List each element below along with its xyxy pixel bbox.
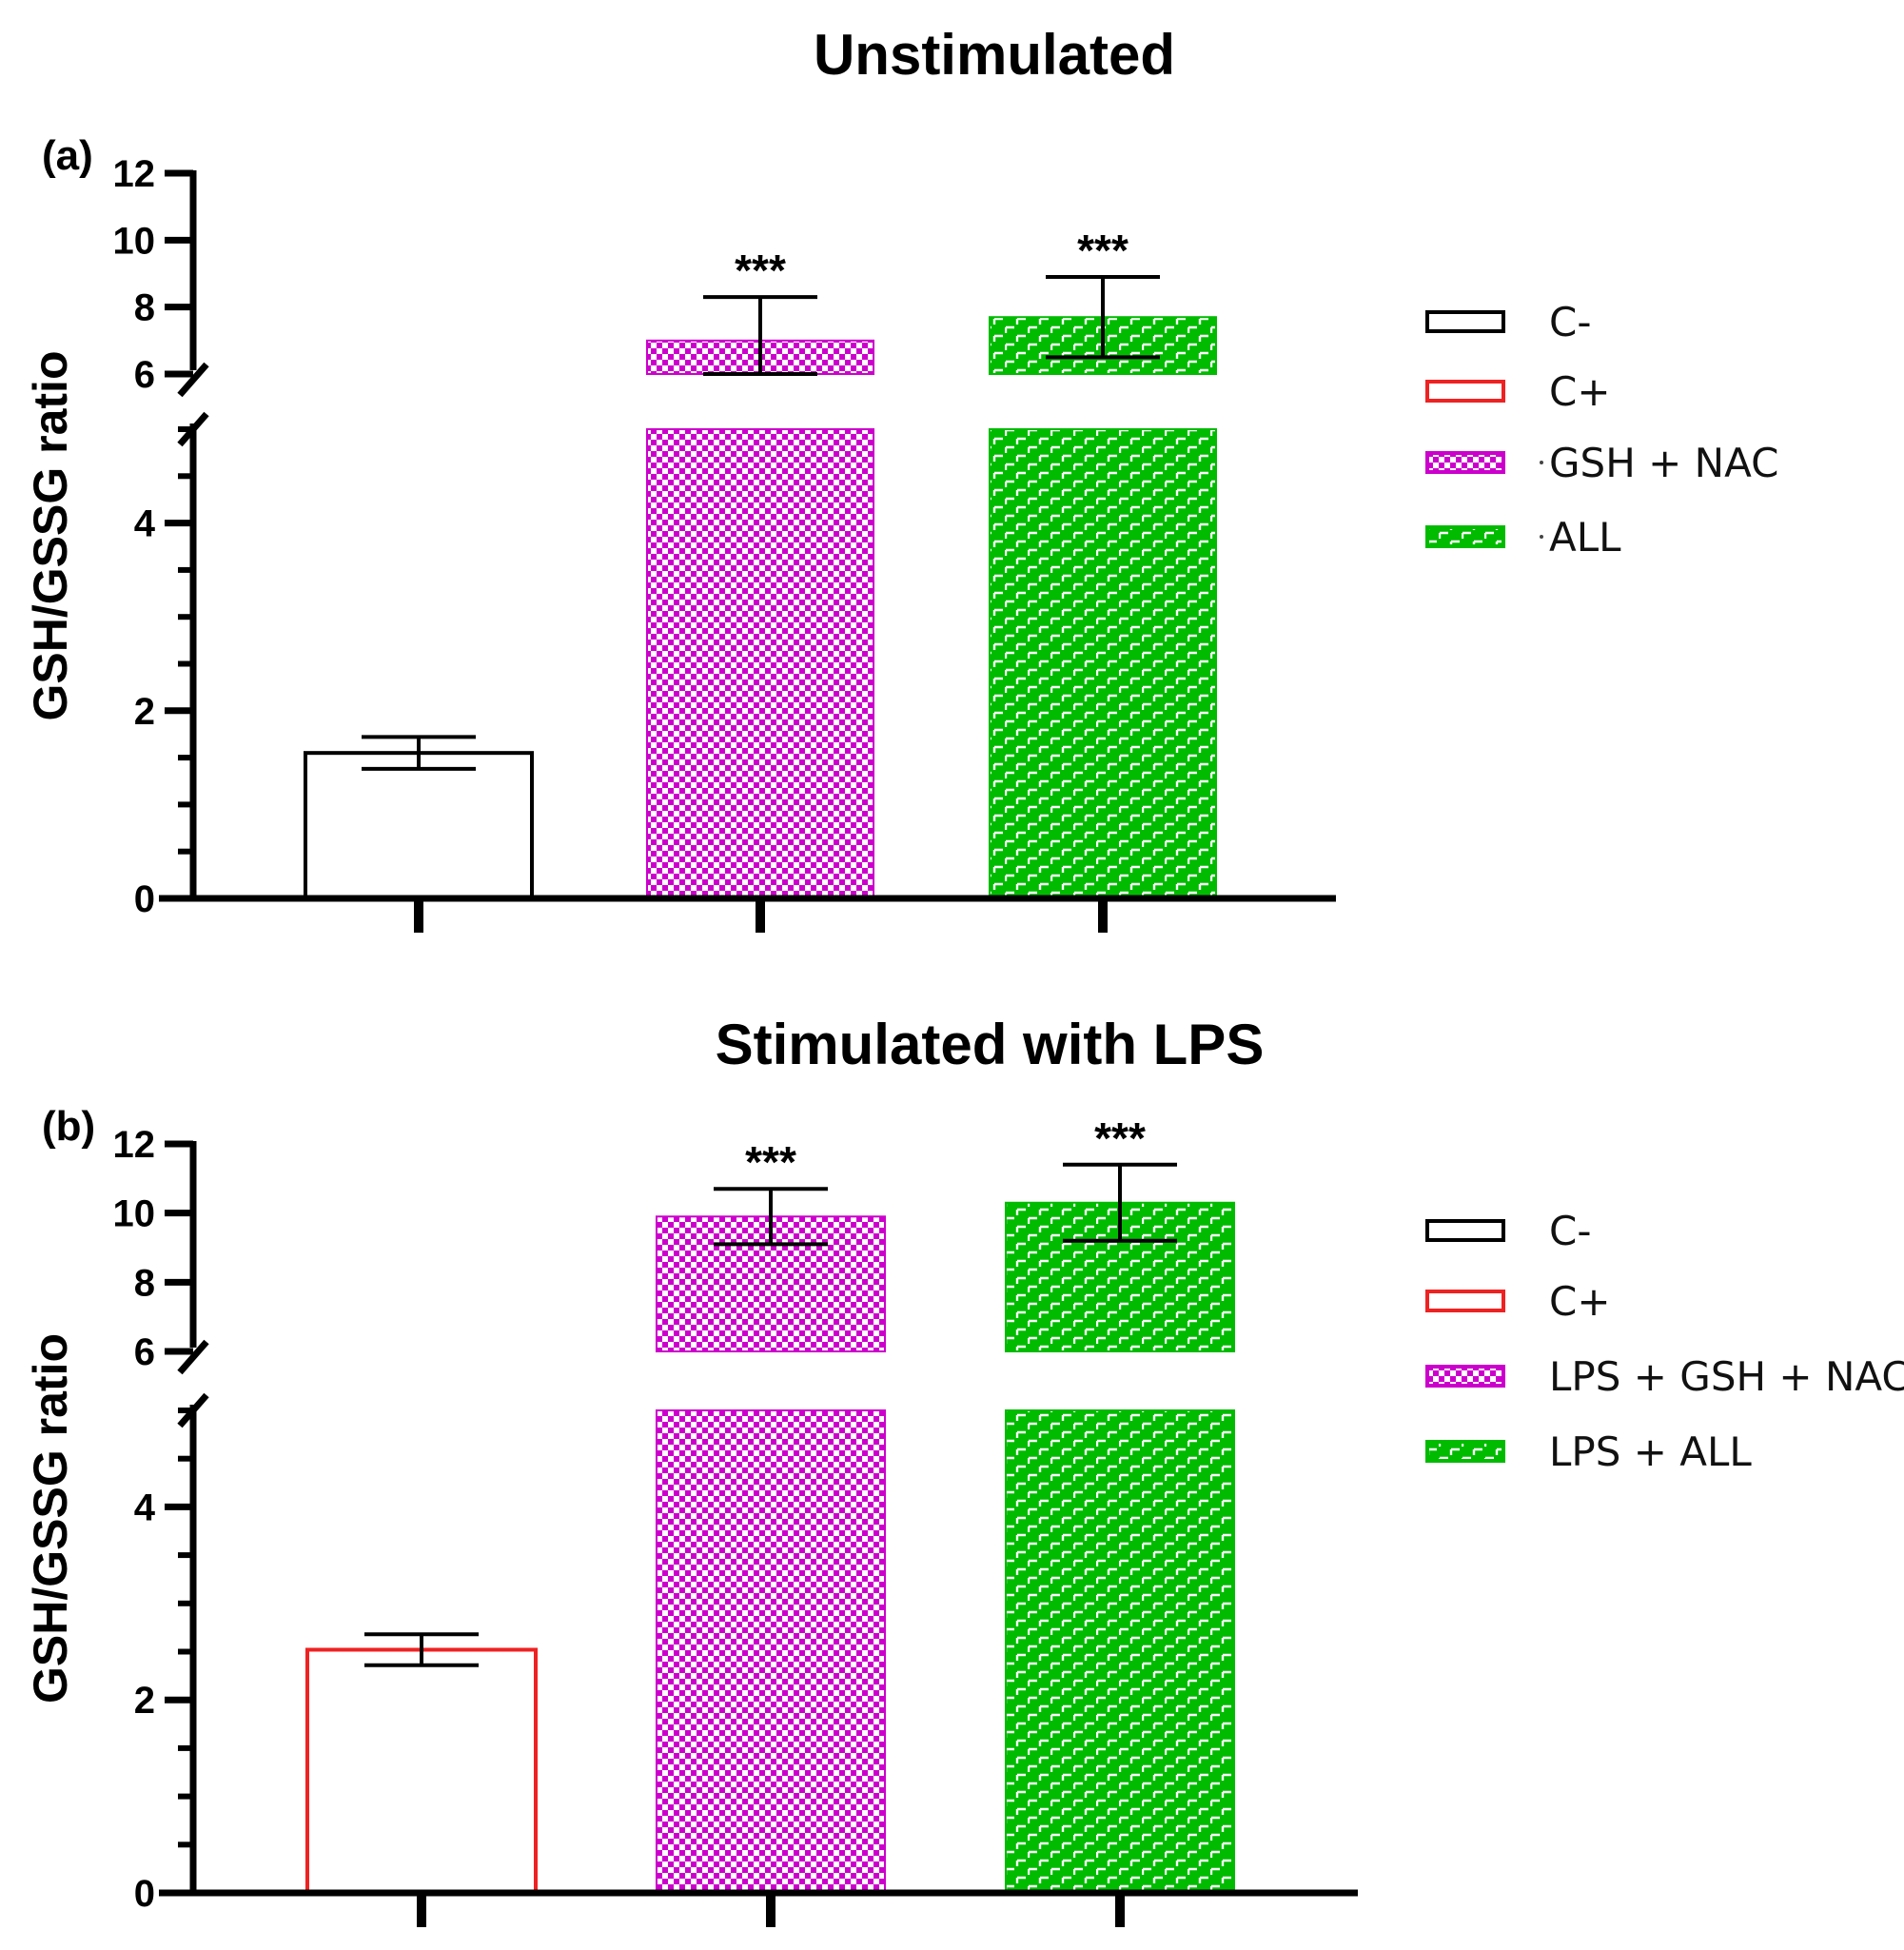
y-tick-label: 6 — [134, 1331, 155, 1373]
error-bar — [1063, 1162, 1177, 1243]
legend-swatch — [1425, 451, 1505, 474]
legend-swatch — [1425, 380, 1505, 403]
y-tick-label: 4 — [134, 503, 156, 545]
panel-label: (a) — [42, 132, 93, 179]
chart-title: Unstimulated — [814, 23, 1175, 87]
y-tick-label: 8 — [134, 287, 155, 329]
legend-swatch — [1425, 525, 1505, 548]
y-axis-label: GSH/GSSG ratio — [24, 351, 77, 721]
panel-b: Stimulated with LPS (b) GSH/GSSG ratio *** *… — [24, 1013, 1904, 1927]
legend-swatch — [1425, 1440, 1505, 1463]
bar-lower-segment — [989, 428, 1217, 899]
bar-lower-segment — [656, 1409, 886, 1894]
legend-label: C- — [1549, 299, 1591, 345]
y-tick-label: 12 — [113, 153, 156, 195]
legend-swatch — [1425, 1219, 1505, 1242]
significance-label: *** — [1077, 226, 1129, 275]
legend-swatch — [1425, 310, 1505, 333]
significance-label: *** — [735, 246, 786, 295]
legend-label: C+ — [1549, 368, 1611, 415]
y-tick-label: 2 — [134, 691, 155, 733]
y-tick-label: 4 — [134, 1487, 156, 1528]
error-bar — [362, 735, 476, 771]
chart-title: Stimulated with LPS — [716, 1013, 1265, 1076]
legend-label: ALL — [1549, 514, 1621, 561]
bar-lower-segment — [1005, 1409, 1235, 1894]
error-bar — [1046, 275, 1160, 360]
error-bar — [703, 295, 817, 376]
y-tick-label: 10 — [113, 1193, 156, 1235]
error-bar — [364, 1632, 479, 1667]
panel-a: Unstimulated (a) GSH/GSSG ratio *** *** 0 2 4 6 8… — [24, 23, 1778, 933]
legend-item: ALL — [1425, 514, 1621, 561]
panel-label: (b) — [42, 1103, 95, 1150]
y-tick-label: 12 — [113, 1124, 156, 1166]
legend-label: LPS + GSH + NAC — [1549, 1353, 1904, 1400]
legend-item: LPS + GSH + NAC — [1425, 1353, 1904, 1400]
legend-item: GSH + NAC — [1425, 440, 1778, 486]
legend-item: C+ — [1425, 368, 1611, 415]
legend-swatch — [1425, 1365, 1505, 1388]
y-tick-label: 10 — [113, 220, 156, 262]
legend-dot — [1540, 461, 1543, 464]
legend-label: LPS + ALL — [1549, 1428, 1752, 1475]
significance-label: *** — [1094, 1113, 1146, 1163]
bar — [304, 751, 534, 900]
legend-label: C+ — [1549, 1278, 1611, 1325]
legend-item: C- — [1425, 299, 1591, 345]
bar-lower-segment — [646, 428, 874, 899]
legend-item: C- — [1425, 1208, 1591, 1254]
legend-item: LPS + ALL — [1425, 1428, 1752, 1475]
error-bar — [714, 1187, 828, 1247]
legend-dot — [1540, 535, 1543, 539]
significance-label: *** — [745, 1137, 796, 1187]
y-tick-label: 6 — [134, 354, 155, 396]
bar — [305, 1647, 538, 1896]
y-tick-label: 2 — [134, 1680, 155, 1722]
legend-label: C- — [1549, 1208, 1591, 1254]
y-tick-label: 0 — [134, 878, 155, 920]
y-tick-label: 0 — [134, 1873, 155, 1915]
legend-label: GSH + NAC — [1549, 440, 1778, 486]
legend-swatch — [1425, 1290, 1505, 1312]
y-axis-label: GSH/GSSG ratio — [24, 1333, 77, 1704]
y-tick-label: 8 — [134, 1262, 155, 1304]
legend-item: C+ — [1425, 1278, 1611, 1325]
